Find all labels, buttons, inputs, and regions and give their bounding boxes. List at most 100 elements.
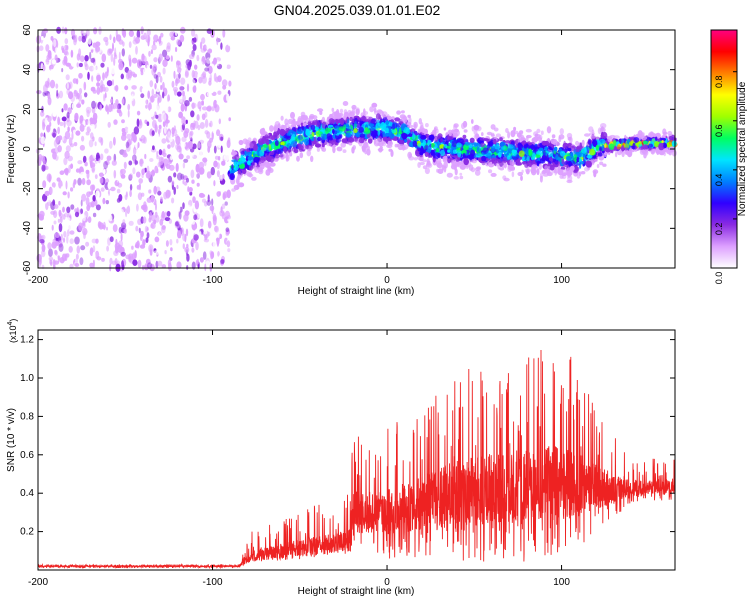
spectrogram-cell [135,36,140,44]
spectrogram-cell [154,83,157,90]
spectrogram-cell [81,99,85,105]
spectrogram-cell [176,91,182,97]
spectrogram-cell [642,144,647,150]
spectrogram-cell [91,117,98,125]
spectrogram-cell [413,157,418,161]
spectrogram-cell [86,109,90,118]
spectrogram-cell [102,72,105,81]
snr-scale-label: (x104) [7,319,18,343]
spectrogram-cell [141,168,146,175]
spectrogram-cell [431,143,435,148]
spectrogram-cell [394,143,398,148]
spectrogram-cell [170,55,173,62]
spectrogram-cell [49,79,56,89]
spectrogram-cell [92,212,97,218]
spectrogram-cell [623,147,629,151]
spectrogram-cell [468,144,473,149]
spectrogram-cell [101,53,107,63]
spectrogram-cell [108,195,112,203]
spectrogram-cell [88,139,94,148]
spectrogram-cell [222,115,226,122]
spectrogram-cell [364,127,371,135]
spectrogram-cell [206,153,211,161]
spectrogram-cell [107,121,111,128]
spectrogram-cell [541,154,547,161]
spectrogram-cell [342,149,347,154]
spectrogram-cell [77,177,82,186]
spectrogram-cell [169,239,173,246]
spectrogram-cell [437,134,441,140]
spectrogram-cell [225,227,230,232]
spectrogram-cell [177,205,181,212]
spectrogram-cell [199,106,202,112]
spectrogram-cell [594,158,598,162]
spectrogram-cell [162,120,166,128]
spectrogram-cell [328,124,334,128]
spectrogram-cell [147,35,150,44]
spectrogram-cell [121,264,125,271]
spectrogram-cell [160,84,163,91]
spectrogram-cell [371,102,378,108]
spectrogram-cell [291,140,298,148]
spectrogram-cell [463,158,470,166]
spectrogram-cell [185,59,191,66]
spectrogram-cell [173,110,177,120]
spectrogram-cell [367,138,373,144]
spectrogram-cell [121,98,125,105]
spectrogram-cell [224,180,230,189]
spectrogram-cell [112,224,118,233]
spectrogram-cell [528,142,532,146]
spectrogram-cell [220,136,224,141]
spectrogram-cell [563,140,566,149]
spectrogram-cell [542,149,546,157]
spectrogram-cell [533,131,539,137]
spectrogram-cell [452,132,459,138]
spectrogram-cell [602,163,607,167]
spectrogram-cell [69,238,74,245]
spectrogram-cell [96,256,102,261]
colorbar-gradient [711,30,737,268]
spectrogram-cell [41,36,44,41]
spectrogram-cell [154,211,158,218]
spectrogram-cell [574,166,580,172]
spectrogram-cell [115,238,118,246]
spectrogram-cell [48,248,53,257]
spectrogram-cell [113,169,117,179]
spectrogram-cell [535,151,543,155]
spectrogram-cell [63,48,68,56]
snr-series-line [37,349,676,570]
spectrogram-cell [396,110,401,115]
spectrogram-cell [442,140,448,145]
spectrogram-cell [118,141,121,149]
spectrogram-cell [167,175,173,183]
spectrogram-cell [407,133,414,138]
spectrogram-cell [194,200,200,210]
spectrogram-cell [106,245,109,252]
spectrogram-cell [253,144,258,152]
spectrogram-cell [85,197,90,206]
spectrogram-cell [100,62,105,68]
spectrogram-cell [517,171,523,177]
spectrogram-cell [589,132,595,136]
spectrogram-cell [207,220,212,229]
spectrogram-cell [261,136,267,144]
spectrogram-cell [204,263,207,272]
spectrogram-cell [146,232,150,239]
spectrogram-cell [89,262,94,268]
spectrogram-cell [87,119,91,127]
spectrogram-cell [207,48,213,54]
spectrogram-cell [220,175,223,180]
spectrogram-cell [67,229,70,237]
spectrogram-cell [127,103,131,111]
spectrogram-cell [482,147,489,154]
spectrogram-cell [150,148,157,153]
spectrogram-cell [70,49,74,58]
spectrogram-cell [115,34,122,42]
spectrogram-cell [186,253,190,262]
spectrogram-cell [58,200,61,206]
spectrogram-cell [451,159,456,168]
spectrogram-cell [395,123,402,128]
spectrogram-cell [72,190,76,200]
spectrogram-cell [192,143,197,150]
spectrogram-cell [519,130,524,135]
